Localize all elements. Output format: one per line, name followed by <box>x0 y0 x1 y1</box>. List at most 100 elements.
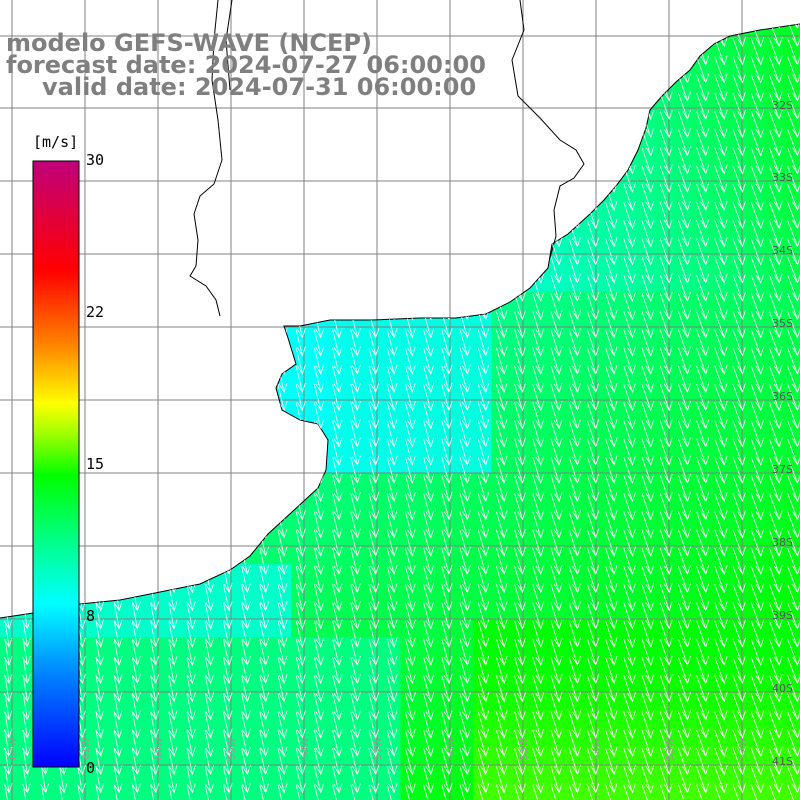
wind-arrow <box>314 657 325 685</box>
wind-arrow <box>441 729 453 757</box>
wind-arrow <box>769 493 783 521</box>
wind-arrow <box>732 24 746 29</box>
wind-arrow <box>132 183 141 211</box>
wind-arrow <box>496 56 508 84</box>
speed-cell <box>0 127 19 147</box>
speed-cell <box>127 509 147 529</box>
wind-arrow <box>314 748 325 776</box>
speed-cell <box>91 509 110 529</box>
wind-arrow <box>3 402 13 430</box>
wind-arrow <box>477 766 490 794</box>
wind-arrow <box>113 111 123 139</box>
wind-arrow <box>386 766 398 794</box>
wind-arrow <box>314 293 325 321</box>
wind-arrow <box>750 493 765 521</box>
speed-cell <box>709 564 729 583</box>
speed-cell <box>145 345 165 365</box>
wind-arrow <box>95 347 105 375</box>
wind-arrow <box>769 566 783 594</box>
speed-cell <box>291 637 310 656</box>
wind-arrow <box>678 602 691 630</box>
wind-arrow <box>132 729 141 757</box>
speed-cell <box>637 618 656 638</box>
speed-cell <box>746 273 765 292</box>
wind-arrow <box>750 220 765 248</box>
speed-cell <box>328 0 347 19</box>
speed-cell <box>618 273 638 292</box>
wind-arrow <box>769 675 783 703</box>
speed-cell <box>273 291 292 310</box>
wind-arrow <box>241 183 251 211</box>
speed-cell <box>254 327 274 347</box>
wind-arrow <box>259 602 270 630</box>
wind-arrow <box>678 748 691 776</box>
speed-cell <box>473 218 492 238</box>
wind-arrow <box>332 657 343 685</box>
speed-cell <box>728 309 747 329</box>
wind-arrow <box>386 602 398 630</box>
wind-arrow <box>295 584 306 612</box>
wind-arrow <box>641 529 655 557</box>
speed-cell <box>473 236 492 256</box>
speed-cell <box>564 345 583 365</box>
wind-arrow <box>568 711 581 739</box>
speed-cell <box>564 618 583 638</box>
speed-cell <box>327 527 347 547</box>
speed-cell <box>509 436 529 456</box>
wind-arrow <box>459 347 471 375</box>
speed-cell <box>455 436 474 456</box>
wind-arrow <box>659 92 673 120</box>
wind-arrow <box>168 274 178 302</box>
speed-cell <box>600 709 620 729</box>
speed-cell <box>764 0 783 19</box>
wind-arrow <box>568 384 581 412</box>
speed-cell <box>582 24 602 37</box>
wind-arrow <box>732 529 746 557</box>
speed-cell <box>600 291 620 310</box>
speed-cell <box>236 436 256 456</box>
wind-arrow <box>368 584 380 612</box>
wind-arrow <box>514 547 526 575</box>
wind-arrow <box>732 74 746 102</box>
wind-arrow <box>204 784 215 800</box>
speed-cell <box>254 546 274 565</box>
speed-cell <box>382 637 401 656</box>
speed-cell <box>418 364 438 383</box>
speed-cell <box>291 618 310 638</box>
speed-cell <box>327 455 347 474</box>
speed-cell <box>491 54 511 74</box>
wind-arrow <box>22 529 31 557</box>
wind-arrow <box>550 784 563 800</box>
wind-arrow <box>441 256 453 284</box>
speed-cell <box>455 236 474 256</box>
speed-cell <box>145 491 165 511</box>
wind-arrow <box>514 584 526 612</box>
speed-cell <box>618 91 638 110</box>
wind-arrow <box>204 511 215 539</box>
speed-cell <box>200 527 219 547</box>
speed-cell <box>436 109 456 128</box>
wind-arrow <box>623 38 636 66</box>
speed-cell <box>254 273 274 292</box>
speed-cell <box>273 163 292 183</box>
speed-cell <box>236 182 256 201</box>
wind-arrow <box>132 547 141 575</box>
wind-arrow <box>568 165 581 193</box>
speed-cell <box>236 491 256 511</box>
speed-cell <box>364 145 383 165</box>
wind-arrow <box>22 675 31 703</box>
wind-arrow <box>132 129 141 157</box>
speed-cell <box>637 345 656 365</box>
speed-cell <box>327 236 347 256</box>
speed-cell <box>273 345 292 365</box>
wind-arrow <box>459 657 471 685</box>
wind-arrow <box>568 766 581 794</box>
speed-cell <box>600 764 620 784</box>
speed-cell <box>527 54 547 74</box>
speed-cell <box>509 491 529 511</box>
speed-cell <box>546 582 565 602</box>
wind-arrow <box>750 402 765 430</box>
wind-arrow <box>150 183 160 211</box>
wind-arrow <box>241 165 251 193</box>
speed-cell <box>91 345 110 365</box>
